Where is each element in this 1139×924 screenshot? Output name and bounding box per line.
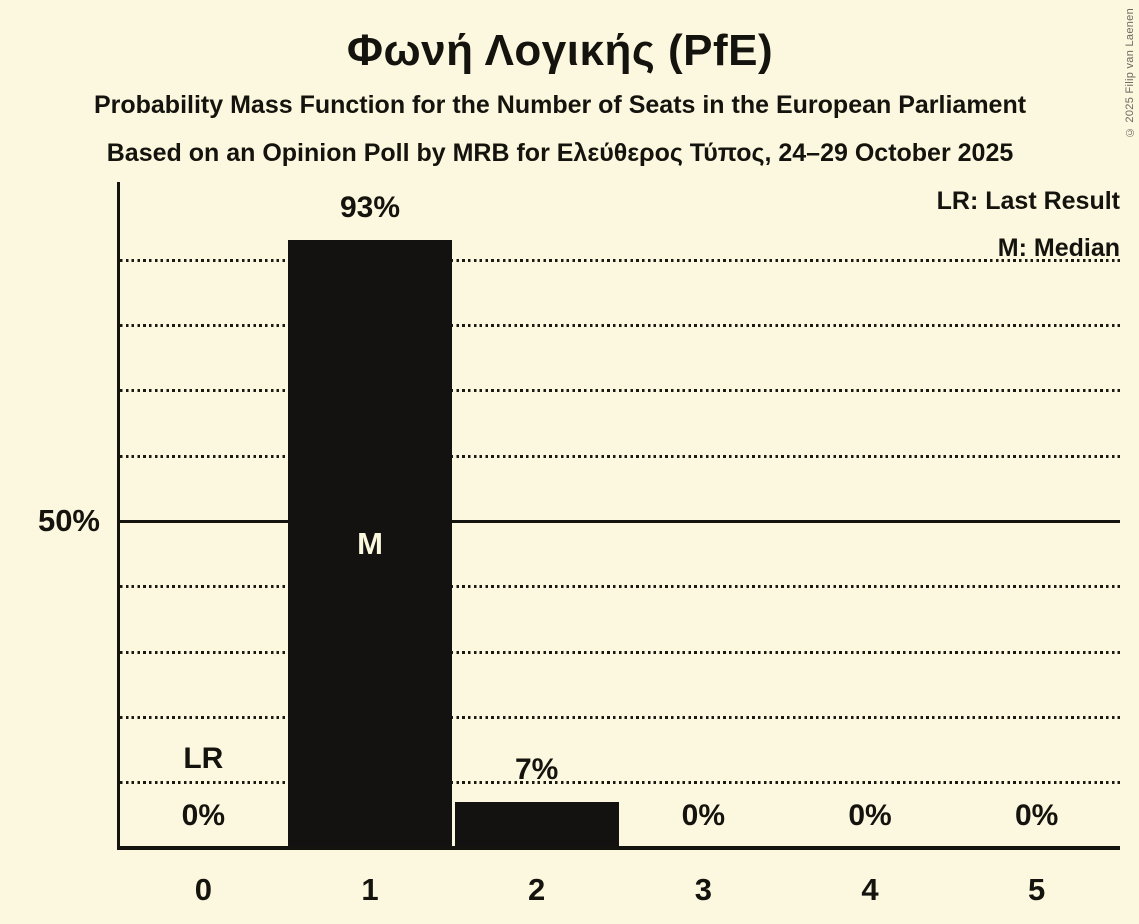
legend-last-result: LR: Last Result: [936, 187, 1120, 215]
x-axis-label-5: 5: [1028, 872, 1046, 907]
bar-value-label: 0%: [681, 799, 725, 832]
bar-seats-1: [288, 240, 452, 848]
legend-median: M: Median: [997, 234, 1120, 262]
gridline-10pct: [120, 781, 1120, 785]
x-axis-label-3: 3: [694, 872, 712, 907]
x-axis-line: [117, 846, 1120, 850]
gridline-50pct-solid: [120, 519, 1120, 523]
last-result-marker: LR: [183, 742, 224, 775]
bar-value-label: 0%: [1014, 799, 1059, 832]
median-marker: M: [357, 526, 383, 562]
bar-value-label: 0%: [181, 799, 226, 832]
gridline-30pct: [120, 650, 1120, 654]
chart-title: Φωνή Λογικής (PfE): [346, 26, 774, 75]
x-axis-label-1: 1: [361, 872, 379, 907]
chart-source-note: Based on an Opinion Poll by MRB for Ελεύ…: [106, 139, 1014, 167]
x-axis-label-0: 0: [194, 872, 212, 907]
bar-value-label: 0%: [848, 799, 892, 832]
gridline-70pct: [120, 389, 1120, 393]
bar-value-label: 93%: [339, 191, 401, 225]
gridline-60pct: [120, 454, 1120, 458]
x-axis-label-2: 2: [528, 872, 546, 907]
y-axis-line: [117, 182, 120, 850]
y-axis-tick-label: 50%: [37, 503, 100, 538]
copyright-note: © 2025 Filip van Laenen: [1124, 8, 1136, 139]
gridline-40pct: [120, 585, 1120, 589]
chart-subtitle: Probability Mass Function for the Number…: [93, 91, 1027, 119]
x-axis-label-4: 4: [861, 872, 879, 907]
plot-area: 0% 93% 7% 0% 0% 0% LR M: [120, 182, 1120, 848]
gridline-80pct: [120, 323, 1120, 327]
gridline-20pct: [120, 715, 1120, 719]
gridline-90pct: [120, 258, 1120, 262]
bar-value-label: 7%: [514, 753, 559, 787]
bar-seats-2: [454, 802, 619, 848]
